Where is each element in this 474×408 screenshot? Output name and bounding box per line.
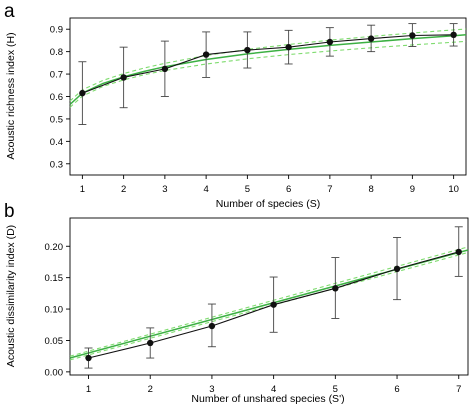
y-tick-label: 0.3: [50, 159, 63, 170]
y-tick-label: 0.15: [45, 273, 64, 284]
y-tick-label: 0.8: [50, 47, 63, 58]
x-tick-label: 9: [410, 184, 415, 195]
data-point: [285, 43, 292, 51]
x-tick-label: 4: [203, 184, 208, 195]
panel-a-x-ticks: 1 2 3 4 5 6 7 8 9 10: [80, 175, 459, 195]
data-point: [326, 38, 334, 46]
x-tick-label: 1: [80, 184, 85, 195]
observed-mean-line: [82, 34, 454, 94]
panel-b-x-ticks: 1 2 3 4 5 6 7: [86, 375, 461, 395]
panel-b-points: [85, 248, 462, 362]
data-point: [409, 32, 416, 39]
data-point: [147, 339, 154, 347]
x-tick-label: 7: [327, 184, 332, 195]
panel-a-error-bars: [78, 23, 458, 125]
fit-upper-bound-line: [69, 246, 469, 357]
fit-curve: [69, 34, 467, 105]
y-tick-label: 0.05: [45, 336, 64, 347]
y-tick-label: 0.5: [50, 114, 63, 125]
panel-a-x-axis-title: Number of species (S): [216, 198, 320, 210]
y-tick-label: 0.00: [45, 367, 64, 378]
panel-a-fit-band: [69, 28, 467, 108]
data-point: [85, 354, 92, 362]
x-tick-label: 5: [245, 184, 250, 195]
data-point: [332, 285, 339, 292]
panel-a-letter: a: [4, 1, 15, 22]
y-tick-label: 0.10: [45, 305, 64, 316]
data-point: [244, 46, 251, 54]
fit-lower-bound-line: [69, 40, 467, 108]
y-tick-label: 0.4: [50, 137, 63, 148]
panel-a-plot-frame: [69, 17, 467, 176]
data-point: [79, 89, 86, 97]
panel-b-plot-frame: [69, 217, 469, 376]
data-point: [270, 301, 277, 308]
data-point: [202, 51, 210, 58]
y-tick-label: 0.20: [45, 242, 64, 253]
data-point: [161, 65, 169, 73]
x-tick-label: 1: [86, 384, 91, 395]
y-tick-label: 0.7: [50, 70, 63, 81]
x-tick-label: 7: [456, 384, 461, 395]
panel-a-y-axis-title: Acoustic richness index (H): [5, 32, 17, 159]
x-tick-label: 3: [209, 384, 214, 395]
data-point: [455, 248, 462, 256]
x-tick-label: 2: [148, 384, 153, 395]
panel-b-y-axis-title: Acoustic dissimilarity index (D): [5, 225, 17, 367]
panel-b-error-bars: [84, 226, 463, 369]
x-tick-label: 10: [448, 184, 459, 195]
x-tick-label: 8: [368, 184, 373, 195]
panel-a-fit-line: [69, 34, 467, 105]
data-point: [120, 74, 127, 81]
panel-b-letter: b: [4, 201, 15, 222]
data-point: [208, 322, 216, 330]
x-tick-label: 6: [394, 384, 399, 395]
x-tick-label: 4: [271, 384, 276, 395]
data-point: [450, 31, 457, 39]
x-tick-label: 5: [333, 384, 338, 395]
panel-b: b 1 2 3 4 5 6 7 0.00 0.05 0.10 0.15 0.20 Number of…: [4, 201, 469, 405]
fit-upper-bound-line: [69, 28, 467, 102]
panel-b-y-ticks: 0.00 0.05 0.10 0.15 0.20: [45, 242, 70, 378]
y-tick-label: 0.9: [50, 25, 63, 36]
x-tick-label: 6: [286, 184, 291, 195]
panel-a-points: [79, 31, 457, 97]
x-tick-label: 3: [162, 184, 167, 195]
panel-a: a 1 2 3 4 5 6 7 8 9 10 0.3 0.4 0.5 0.6 0.7 0.8 0.9 Numb…: [4, 1, 467, 210]
data-point: [393, 265, 401, 273]
data-point: [367, 35, 375, 42]
panel-a-observed-line: [82, 34, 454, 94]
panel-b-x-axis-title: Number of unshared species (S'): [191, 393, 344, 405]
y-tick-label: 0.6: [50, 92, 63, 103]
x-tick-label: 2: [121, 184, 126, 195]
panel-a-y-ticks: 0.3 0.4 0.5 0.6 0.7 0.8 0.9: [50, 25, 70, 170]
